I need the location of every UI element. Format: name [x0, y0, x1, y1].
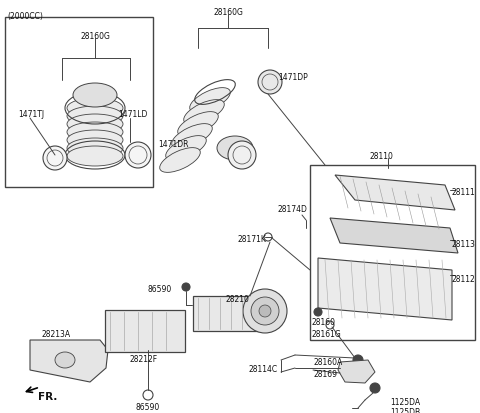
Text: 1471DP: 1471DP: [278, 73, 308, 82]
Text: 28160G: 28160G: [213, 8, 243, 17]
Text: 1125DB: 1125DB: [390, 408, 420, 413]
Circle shape: [353, 355, 363, 365]
Circle shape: [143, 390, 153, 400]
Text: 28110: 28110: [370, 152, 394, 161]
Ellipse shape: [166, 135, 206, 160]
Text: 1471LD: 1471LD: [118, 110, 147, 119]
Text: 28174D: 28174D: [278, 205, 308, 214]
Text: 1125DA: 1125DA: [390, 398, 420, 407]
Ellipse shape: [73, 83, 117, 107]
Ellipse shape: [184, 100, 224, 124]
Ellipse shape: [172, 123, 212, 148]
Circle shape: [125, 142, 151, 168]
Bar: [5, 17, 153, 187]
Ellipse shape: [67, 106, 123, 126]
Text: 28212F: 28212F: [130, 355, 158, 364]
Text: 1471TJ: 1471TJ: [18, 110, 44, 119]
Ellipse shape: [217, 136, 253, 160]
Text: 86590: 86590: [148, 285, 172, 294]
Text: 28169: 28169: [313, 370, 337, 379]
Circle shape: [182, 283, 190, 291]
Bar: [105, 310, 185, 352]
Ellipse shape: [67, 98, 123, 118]
Text: 28113: 28113: [452, 240, 476, 249]
Circle shape: [43, 146, 67, 170]
Ellipse shape: [190, 88, 230, 112]
Polygon shape: [30, 340, 108, 382]
Ellipse shape: [55, 352, 75, 368]
Polygon shape: [318, 258, 452, 320]
Text: 28160G: 28160G: [80, 32, 110, 41]
Polygon shape: [338, 360, 375, 383]
Text: (2000CC): (2000CC): [7, 12, 43, 21]
Text: 28160A: 28160A: [313, 358, 342, 367]
Text: 28112: 28112: [452, 275, 476, 284]
Polygon shape: [335, 175, 455, 210]
Ellipse shape: [160, 147, 200, 172]
Text: FR.: FR.: [38, 392, 58, 402]
Ellipse shape: [67, 138, 123, 158]
Circle shape: [326, 321, 334, 329]
Ellipse shape: [67, 146, 123, 166]
Ellipse shape: [67, 114, 123, 134]
Ellipse shape: [67, 130, 123, 150]
Polygon shape: [330, 218, 458, 253]
Circle shape: [264, 233, 272, 241]
Circle shape: [258, 70, 282, 94]
Text: 28210: 28210: [225, 295, 249, 304]
Ellipse shape: [178, 112, 218, 136]
Text: 86590: 86590: [136, 403, 160, 412]
Circle shape: [251, 297, 279, 325]
Text: 28171K: 28171K: [237, 235, 266, 244]
Ellipse shape: [67, 122, 123, 142]
Circle shape: [243, 289, 287, 333]
Text: 28213A: 28213A: [42, 330, 71, 339]
Text: 1471DR: 1471DR: [158, 140, 189, 149]
Circle shape: [228, 141, 256, 169]
Bar: [310, 165, 475, 340]
Text: 28111: 28111: [452, 188, 476, 197]
Circle shape: [259, 305, 271, 317]
Text: 28161G: 28161G: [312, 330, 342, 339]
Text: 28114C: 28114C: [249, 365, 278, 374]
Circle shape: [314, 308, 322, 316]
Circle shape: [370, 383, 380, 393]
Bar: [193, 296, 258, 331]
Text: 28160: 28160: [312, 318, 336, 327]
